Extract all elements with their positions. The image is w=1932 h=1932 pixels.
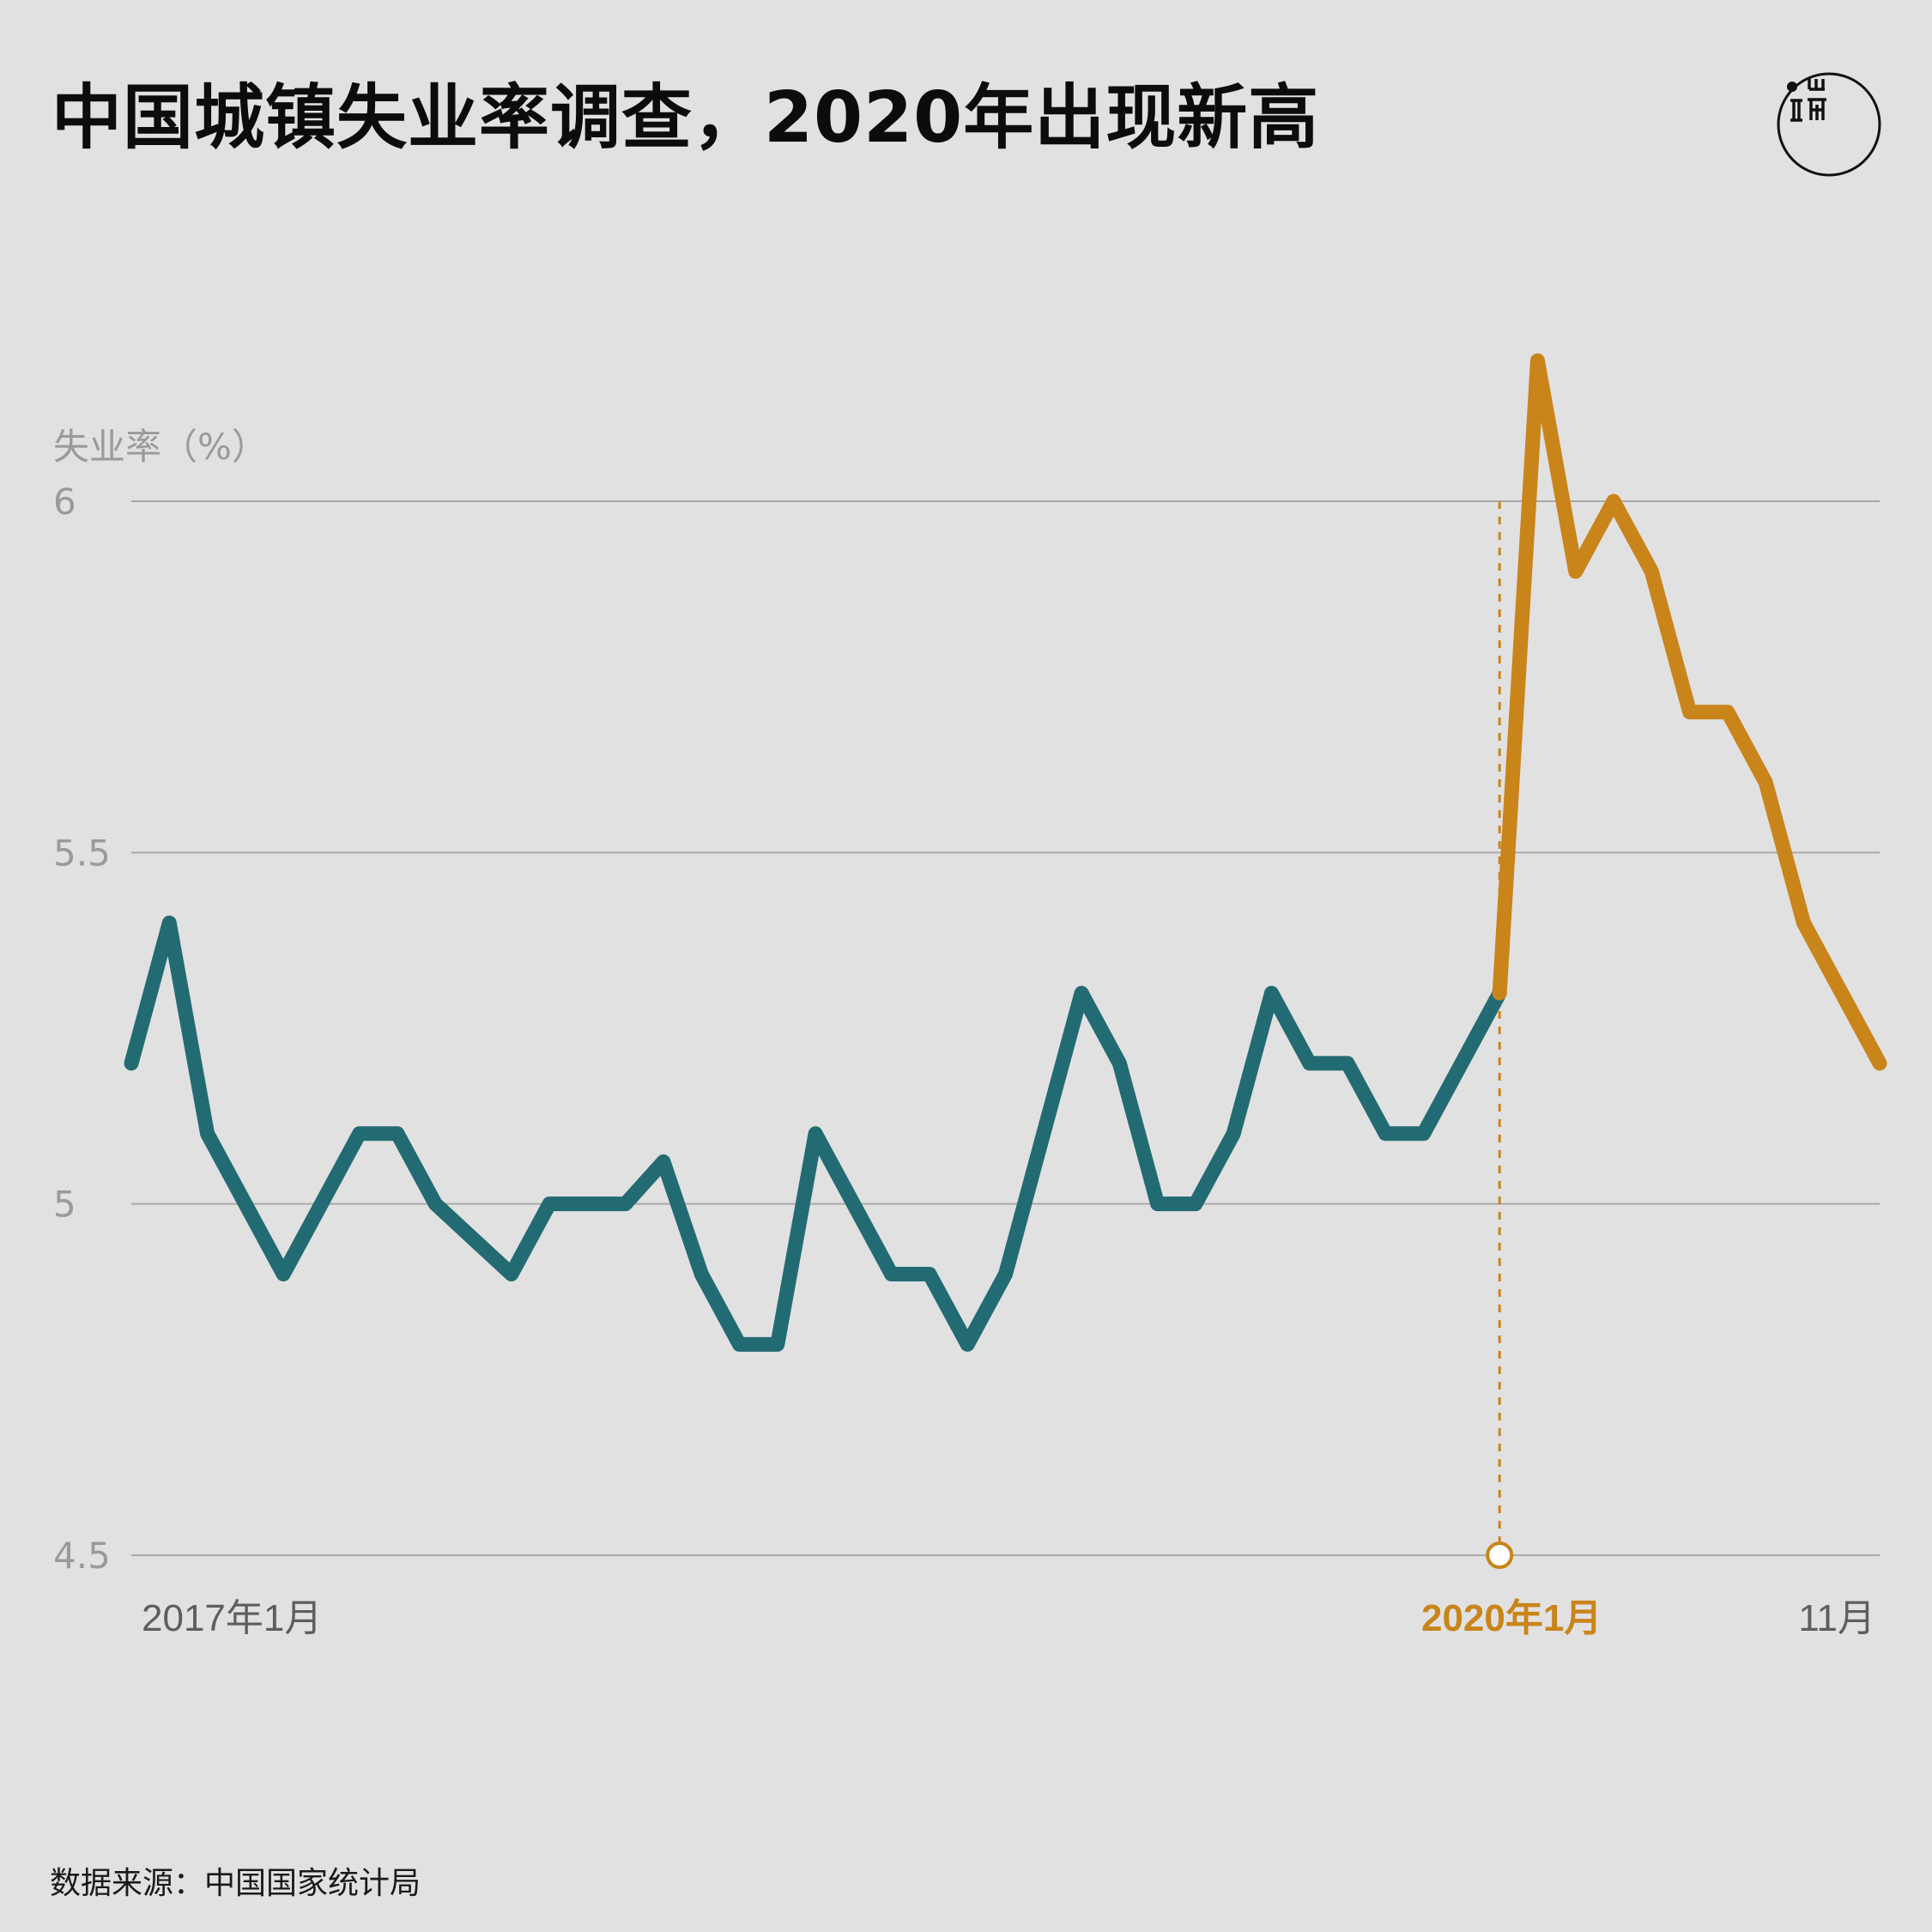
y-tick-labels: 4.5 5 5.5 6 [53,481,111,1577]
chart-title: 中国城镇失业率调查，2020年出现新高 [51,77,1320,159]
series-line-before-2020 [124,915,1507,1352]
x-tick-label: 2020年1月 [1421,1597,1602,1639]
marker-circle [1486,1541,1514,1569]
x-tick-labels: 2017年1月 2020年1月 11月 [142,1597,1875,1639]
y-tick-label: 6 [53,481,76,523]
y-axis-label: 失业率（%） [53,426,268,468]
x-tick-label: 2017年1月 [142,1597,322,1639]
initium-logo-icon [1775,70,1883,179]
x-tick-label: 11月 [1798,1597,1875,1639]
series-lines [124,353,1887,1352]
y-tick-label: 4.5 [53,1535,111,1577]
y-tick-label: 5 [53,1184,76,1226]
marker-2020 [1486,501,1514,1569]
series-line-2020 [1492,353,1887,1071]
data-source: 数据来源：中国国家统计局 [50,1866,421,1901]
grid-lines [131,500,1880,1556]
y-tick-label: 5.5 [53,832,111,874]
